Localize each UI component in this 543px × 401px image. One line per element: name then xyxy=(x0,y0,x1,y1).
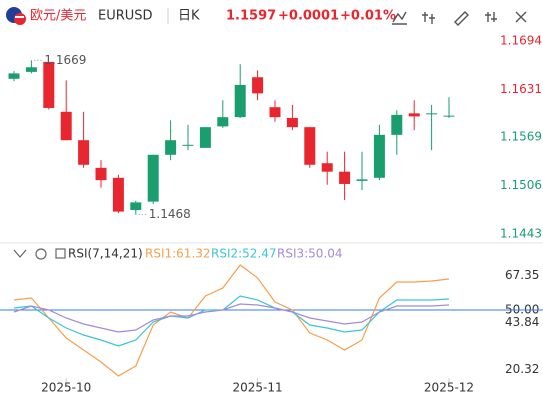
flag-icon xyxy=(6,7,26,25)
candle-body xyxy=(147,154,159,202)
candle-body xyxy=(199,127,211,148)
candle-body xyxy=(8,73,20,79)
y-tick-label: 1.1694 xyxy=(500,34,542,48)
candle-body xyxy=(25,67,37,72)
candle-body xyxy=(217,117,229,127)
price: 1.1597 xyxy=(226,9,276,24)
indicator-icon[interactable] xyxy=(55,248,66,259)
candle-body xyxy=(391,114,403,135)
y-tick-label: 1.1443 xyxy=(500,226,542,240)
candle-body xyxy=(443,115,455,117)
annotation: 1.1669 xyxy=(44,53,86,67)
settings-icon[interactable] xyxy=(35,248,47,260)
symbol: EURUSD xyxy=(98,9,153,24)
legend-entry: RSI3:50.04 xyxy=(277,247,343,261)
candle-body xyxy=(408,113,420,117)
candle-body xyxy=(321,163,333,172)
candle-body xyxy=(78,140,90,165)
rsi-tools xyxy=(13,248,66,260)
candle-body xyxy=(339,171,351,184)
candle-body xyxy=(112,177,124,212)
rsi-title: RSI(7,14,21) xyxy=(68,247,143,261)
y-tick-label: 20.32 xyxy=(505,362,539,376)
candle-body xyxy=(234,84,246,118)
indicator-icon[interactable] xyxy=(392,11,407,25)
candle-body xyxy=(252,77,264,94)
x-tick-label: 2025-11 xyxy=(233,381,283,395)
candle-body xyxy=(60,111,72,141)
candle-body xyxy=(95,167,107,181)
candle-icon[interactable] xyxy=(422,12,435,24)
rsi-line xyxy=(13,303,450,333)
legend-entry: RSI2:52.47 xyxy=(211,247,277,261)
toolbar xyxy=(392,11,527,26)
candle-body xyxy=(356,179,368,181)
x-tick-label: 2025-12 xyxy=(424,381,474,395)
legend-entry: RSI1:61.32 xyxy=(145,247,211,261)
y-tick-label: 1.1506 xyxy=(500,178,542,192)
draw-icon[interactable] xyxy=(454,11,469,26)
candle-body xyxy=(373,134,385,178)
period[interactable]: 日K xyxy=(178,9,200,24)
candle-body xyxy=(130,202,142,211)
x-tick-label: 2025-10 xyxy=(41,381,91,395)
settings-icon[interactable] xyxy=(485,12,497,22)
change-pct: +0.01% xyxy=(340,9,396,24)
candle-body xyxy=(165,140,177,155)
symbol-name: 欧元/美元 xyxy=(30,9,86,24)
y-tick-label: 67.35 xyxy=(505,268,539,282)
candle-body xyxy=(269,107,281,118)
candle-body xyxy=(426,113,438,115)
candle-body xyxy=(286,117,298,128)
rsi-line xyxy=(13,295,450,347)
annotation: 1.1468 xyxy=(149,207,191,221)
candle-body xyxy=(43,61,55,108)
candle-body xyxy=(182,144,194,146)
candle-body xyxy=(304,127,316,165)
change: +0.0001 xyxy=(278,9,339,24)
close-icon[interactable] xyxy=(515,11,527,23)
collapse-icon[interactable] xyxy=(13,249,27,258)
rsi-line xyxy=(13,264,450,377)
y-tick-label: 1.1631 xyxy=(500,82,542,96)
y-tick-label: 1.1569 xyxy=(500,130,542,144)
y-tick-label: 43.84 xyxy=(505,315,539,329)
